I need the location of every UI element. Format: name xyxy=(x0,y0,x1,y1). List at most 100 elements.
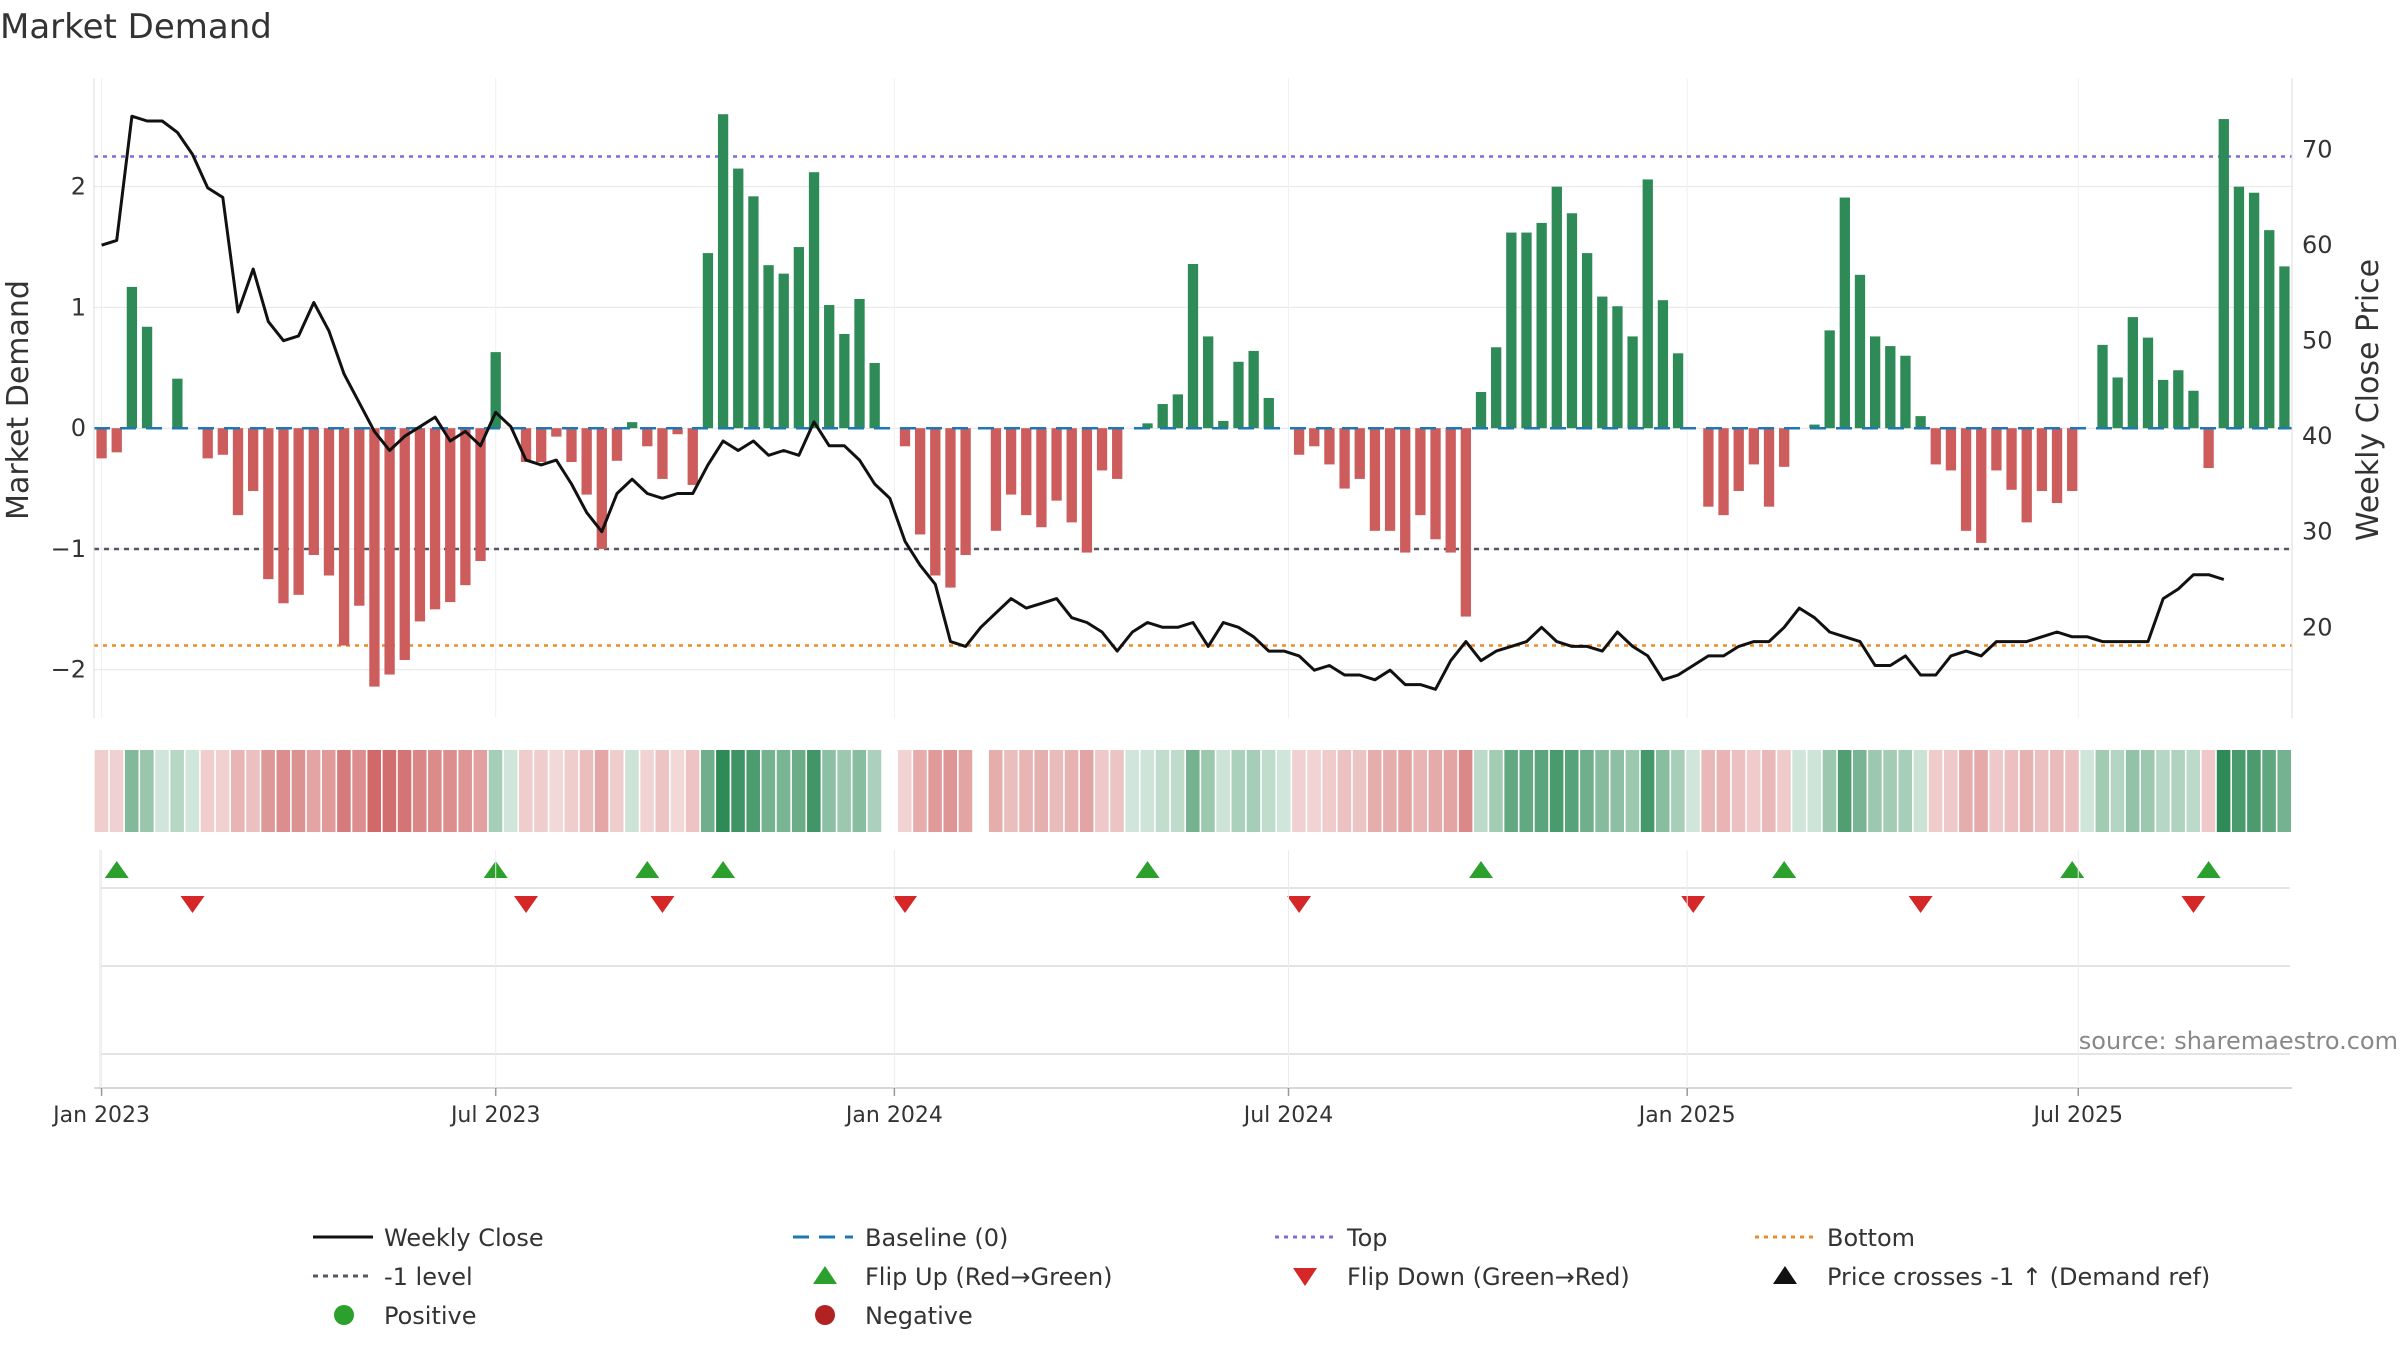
demand-bar-positive xyxy=(1521,232,1532,429)
demand-bar-negative xyxy=(930,428,941,576)
heat-cell xyxy=(1564,750,1579,832)
demand-bar-negative xyxy=(1051,428,1062,501)
demand-bar-positive xyxy=(839,334,850,429)
demand-bar-positive xyxy=(2173,370,2184,429)
flip-up-marker xyxy=(104,861,129,878)
heat-cell xyxy=(716,750,730,832)
flip-up-marker xyxy=(1469,861,1494,878)
demand-bar-positive xyxy=(778,273,789,429)
heat-cell xyxy=(306,750,321,832)
demand-bar-positive xyxy=(748,196,759,429)
heat-cell xyxy=(2247,750,2261,832)
flip-up-marker xyxy=(2196,861,2221,878)
demand-bar-negative xyxy=(1703,428,1714,507)
heat-cell xyxy=(367,750,382,832)
demand-bar-negative xyxy=(460,428,471,586)
legend-label-baseline: Baseline (0) xyxy=(865,1224,1008,1252)
heat-cell xyxy=(1731,750,1746,832)
legend-item-weekly-close: Weekly Close xyxy=(313,1224,544,1252)
y-right-tick-label: 50 xyxy=(2302,327,2333,355)
heat-cell xyxy=(352,750,366,832)
heat-cell xyxy=(2216,750,2231,832)
demand-bar-negative xyxy=(687,428,698,485)
demand-bar-positive xyxy=(1869,336,1881,429)
demand-bar-negative xyxy=(1324,428,1335,465)
demand-bar-negative xyxy=(278,428,289,604)
demand-bar-positive xyxy=(1809,424,1820,429)
flip-down-marker xyxy=(2181,896,2206,913)
heat-cell xyxy=(246,750,260,832)
demand-bar-negative xyxy=(2067,428,2078,491)
heat-cell xyxy=(1989,750,2003,832)
demand-bar-negative xyxy=(1430,428,1441,540)
heat-cell xyxy=(1762,750,1776,832)
heat-cell xyxy=(1004,750,1018,832)
demand-bar-negative xyxy=(642,428,653,447)
heat-cell xyxy=(2065,750,2079,832)
demand-bar-negative xyxy=(414,428,426,622)
demand-bar-negative xyxy=(1945,428,1957,471)
heat-cell xyxy=(807,750,821,832)
heat-cell xyxy=(1261,750,1276,832)
heat-cell xyxy=(124,750,139,832)
heat-cell xyxy=(2156,750,2170,832)
demand-bar-positive xyxy=(1581,253,1593,429)
flip-up-marker xyxy=(1772,861,1797,878)
demand-bar-positive xyxy=(2279,266,2290,429)
demand-bar-negative xyxy=(429,428,441,610)
heat-cell xyxy=(1928,750,1943,832)
heat-cell xyxy=(867,750,882,832)
demand-bar-negative xyxy=(1384,428,1396,531)
heat-cell xyxy=(382,750,397,832)
demand-bar-negative xyxy=(1112,428,1123,479)
demand-bar-negative xyxy=(111,428,122,453)
heat-cell xyxy=(1049,750,1064,832)
demand-bar-positive xyxy=(824,305,835,429)
demand-bar-negative xyxy=(248,428,259,491)
heat-cell xyxy=(1595,750,1609,832)
legend-negative-icon xyxy=(815,1305,835,1325)
demand-bar-negative xyxy=(1763,428,1775,507)
heat-cell xyxy=(170,750,184,832)
heat-cell xyxy=(2125,750,2140,832)
heat-cell xyxy=(1701,750,1715,832)
heat-cell xyxy=(1792,750,1806,832)
demand-bar-negative xyxy=(263,428,274,580)
heat-cell xyxy=(2186,750,2201,832)
legend-price-cross-icon xyxy=(1773,1266,1797,1284)
demand-bar-positive xyxy=(141,326,153,429)
demand-bar-positive xyxy=(1157,404,1168,429)
heat-cell xyxy=(1489,750,1503,832)
heat-cell xyxy=(1853,750,1867,832)
heat-cell xyxy=(958,750,973,832)
chart-title: Market Demand xyxy=(0,7,272,47)
flip-down-marker xyxy=(1287,896,1312,913)
heat-cell xyxy=(503,750,518,832)
demand-bar-negative xyxy=(1021,428,1032,516)
demand-bar-negative xyxy=(536,428,547,462)
demand-bar-positive xyxy=(793,247,805,429)
demand-bar-positive xyxy=(854,298,865,429)
flip-markers xyxy=(99,850,2290,1090)
demand-bar-negative xyxy=(2021,428,2032,523)
heat-cell xyxy=(1095,750,1109,832)
demand-bar-positive xyxy=(2264,230,2275,429)
demand-bar-positive xyxy=(1248,350,1259,429)
legend-item-baseline: Baseline (0) xyxy=(793,1224,1008,1252)
legend-item-positive: Positive xyxy=(334,1302,477,1330)
heat-cell xyxy=(609,750,624,832)
heat-cell xyxy=(670,750,685,832)
heat-cell xyxy=(1655,750,1670,832)
heat-cell xyxy=(2050,750,2064,832)
weekly-close-line xyxy=(101,114,2225,691)
heat-cell xyxy=(1474,750,1488,832)
heat-cell xyxy=(1549,750,1564,832)
heat-cell xyxy=(215,750,230,832)
heat-cell xyxy=(276,750,291,832)
heat-cell xyxy=(1504,750,1518,832)
legend-label-price-cross: Price crosses -1 ↑ (Demand ref) xyxy=(1827,1263,2210,1291)
heat-cell xyxy=(2201,750,2216,832)
demand-bar-negative xyxy=(1930,428,1941,465)
demand-bar-positive xyxy=(1491,347,1502,429)
demand-bar-positive xyxy=(702,253,714,429)
